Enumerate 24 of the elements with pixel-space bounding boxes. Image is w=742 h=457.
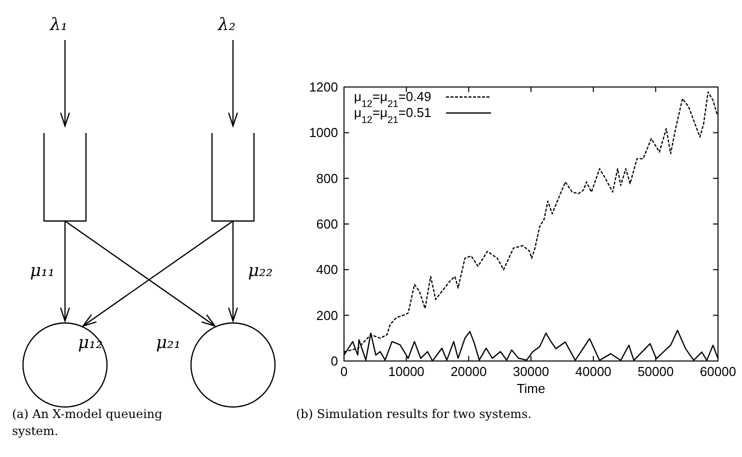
y-tick-label: 400 — [316, 262, 338, 278]
text: μ₂₂ — [248, 261, 273, 281]
x-tick-label: 20000 — [450, 364, 487, 379]
text: μ₁₁ — [30, 261, 55, 281]
y-tick-label: 600 — [316, 216, 338, 232]
y-tick-label: 200 — [316, 308, 338, 323]
x-tick-label: 10000 — [388, 364, 424, 379]
y-tick-label: 1200 — [309, 80, 338, 94]
text: λ₁ — [49, 15, 68, 35]
y-tick-label: 1000 — [309, 125, 338, 140]
text: (b) Simulation results for two systems. — [296, 407, 532, 421]
y-tick-label: 0 — [330, 354, 338, 368]
x-axis-title: Time — [516, 381, 546, 396]
text: μ₂₁ — [156, 333, 181, 353]
legend-label: μ$_{12}$=μ$_{21}$=0.49 — [354, 89, 432, 110]
x-tick-label: 40000 — [575, 364, 612, 379]
text: μ₁₂ — [78, 333, 103, 353]
y-tick-label: 800 — [316, 170, 338, 186]
text: λ₂ — [217, 15, 236, 35]
x-tick-label: 60000 — [700, 364, 736, 379]
x-tick-label: 30000 — [512, 364, 550, 379]
text: (a) An X-model queueing system. — [12, 407, 163, 438]
x-tick-label: 0 — [340, 364, 348, 379]
x-tick-label: 50000 — [638, 364, 674, 379]
